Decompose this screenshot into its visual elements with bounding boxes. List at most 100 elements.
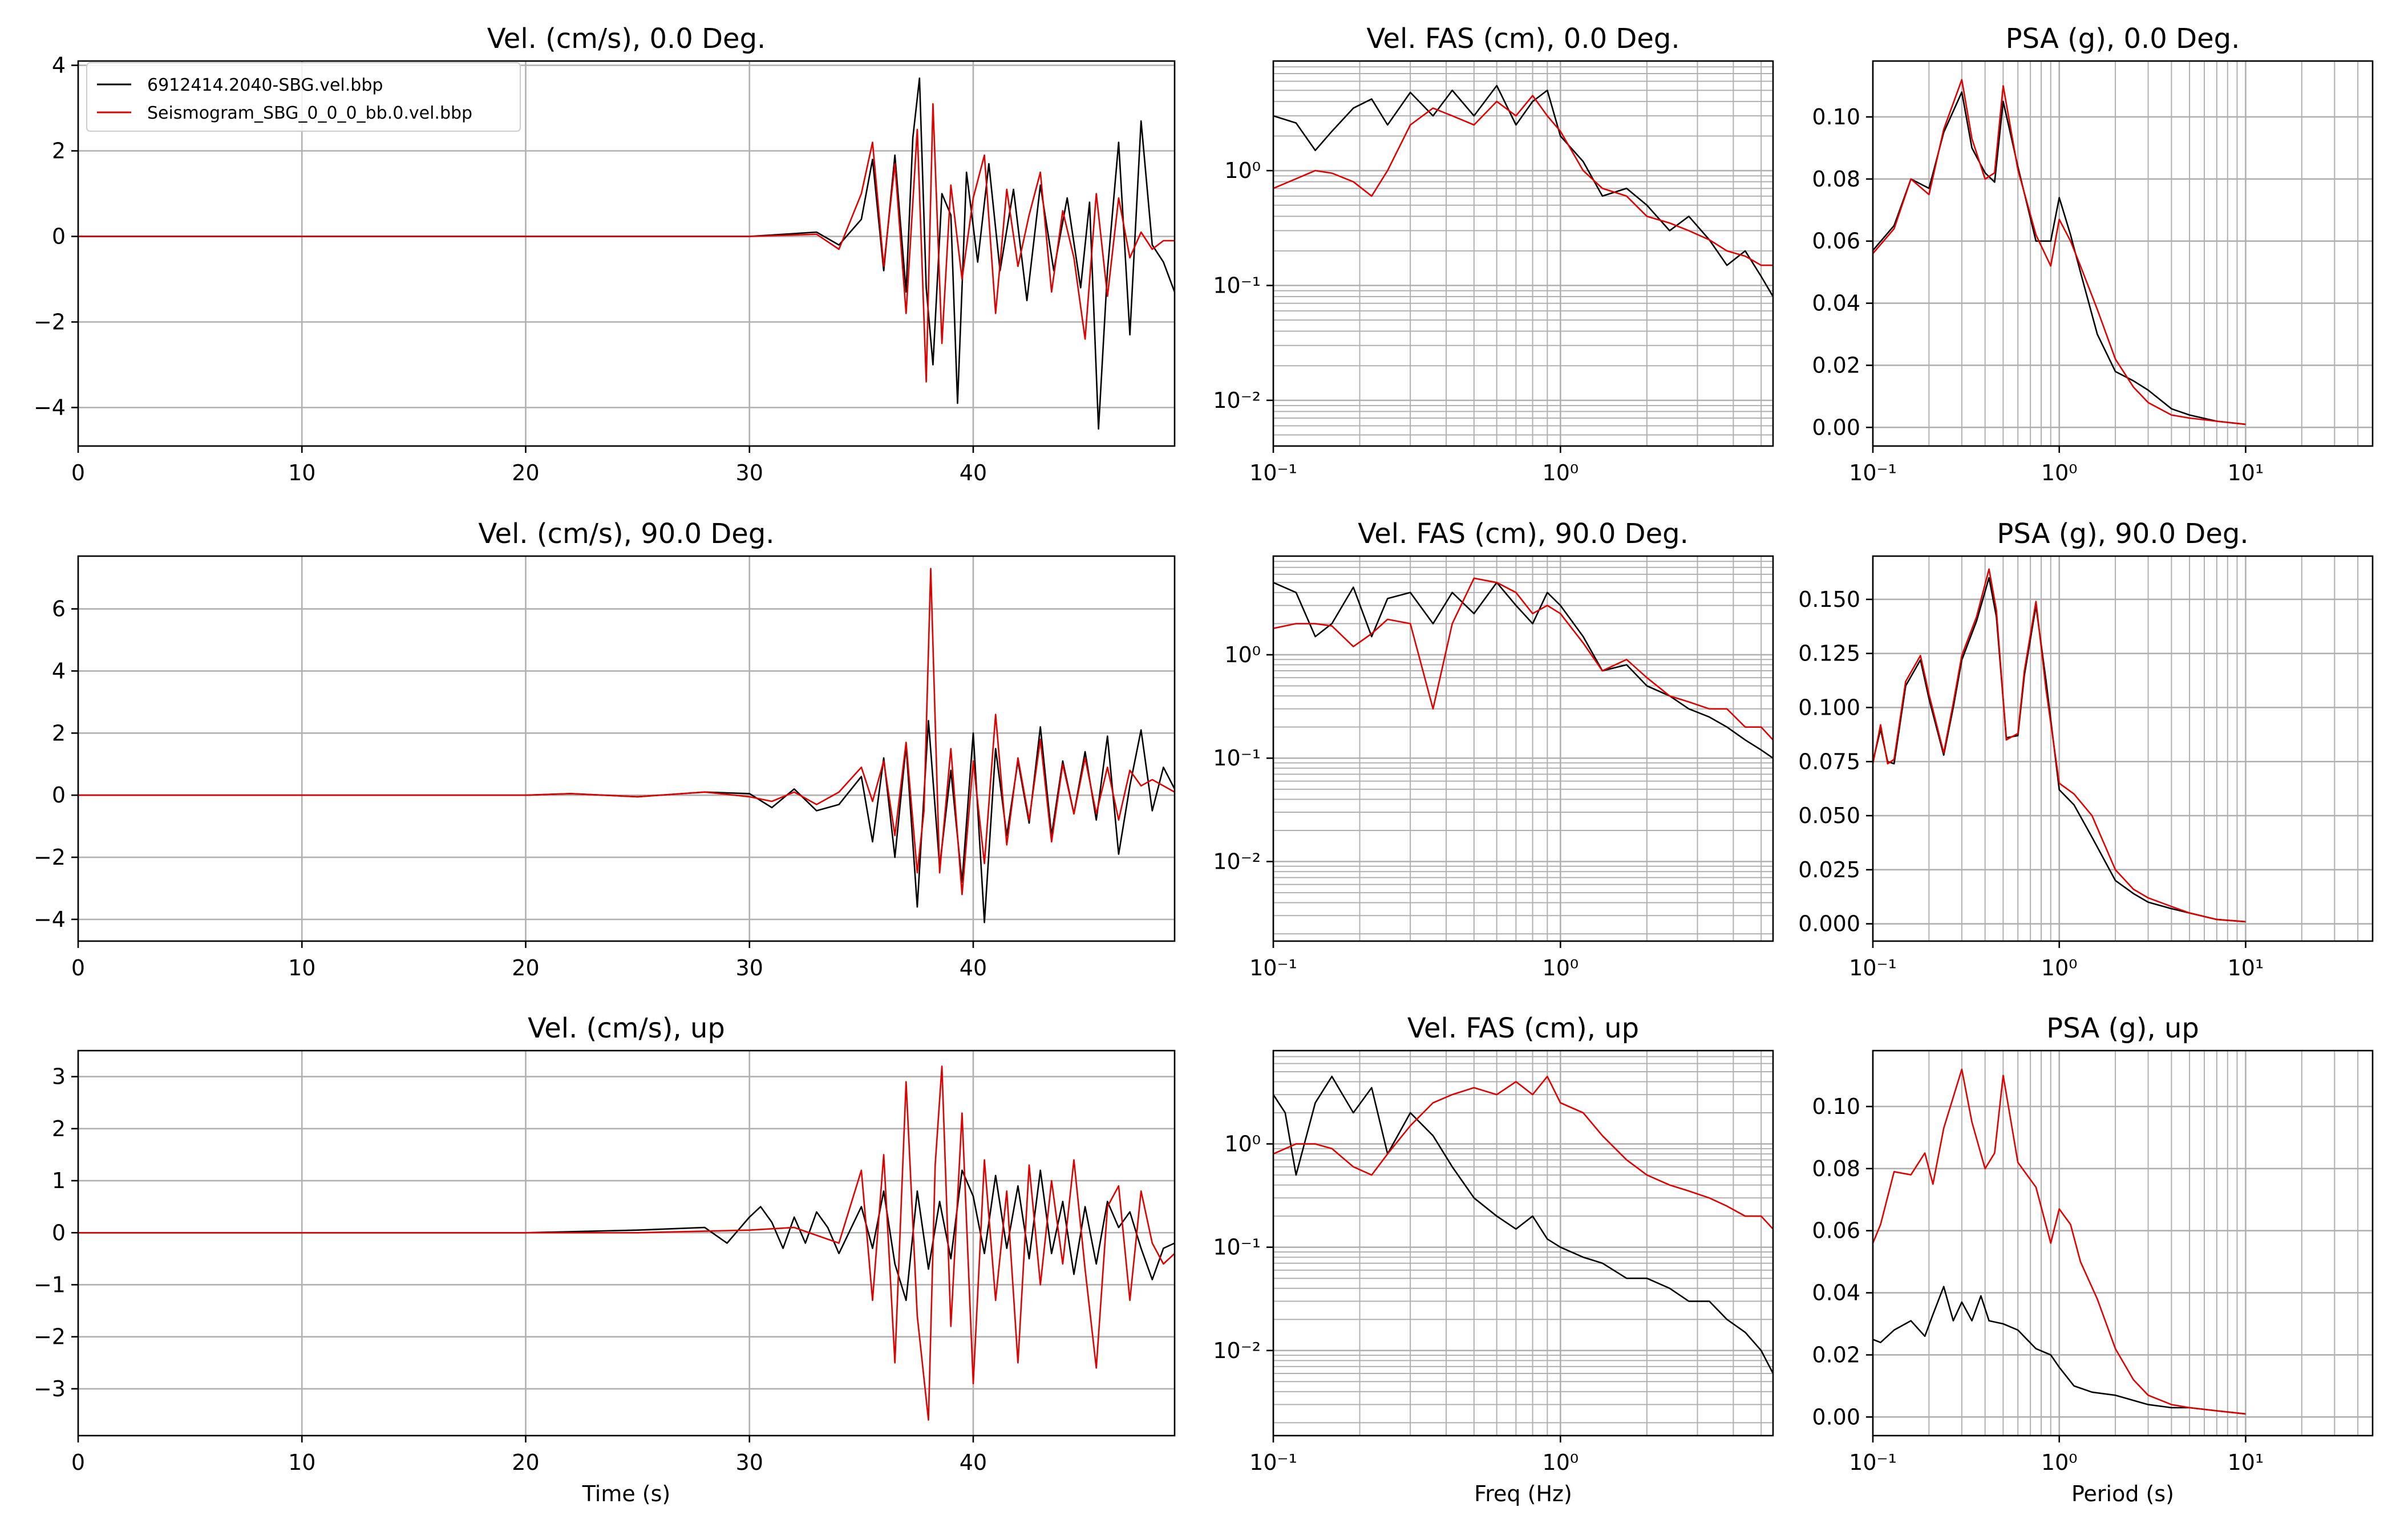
- x-tick-label: 0: [71, 955, 85, 980]
- y-tick-label: 0.075: [1798, 749, 1860, 774]
- minor-gridlines: [1928, 556, 2359, 941]
- x-tick-label: 10⁰: [1543, 955, 1579, 980]
- panels: 0 10 20 30 40 −4 −2 0 2 4 Vel. (cm/s), 0.0 Deg. 10⁻…: [34, 23, 2374, 1506]
- y-tick-label: 0.08: [1812, 167, 1860, 192]
- x-tick-label: 30: [736, 460, 763, 485]
- y-tick-label: 0.00: [1812, 1404, 1860, 1429]
- x-tick-label: 10⁰: [2041, 1450, 2078, 1475]
- y-tick-label: 2: [52, 139, 66, 164]
- y-tick-label: 0.00: [1812, 415, 1860, 440]
- panel-1: 0 10 20 30 40 −4 −2 0 2 4 Vel. (cm/s), 0.0 Deg.: [34, 23, 1176, 485]
- y-tick-label: −3: [34, 1376, 66, 1401]
- y-tick-label: 2: [52, 720, 66, 745]
- series-simulated-line: [78, 568, 1175, 895]
- series-observed-line: [1273, 84, 1773, 297]
- panel-8: 10⁻¹ 10⁰ 10⁻² 10⁻¹ 10⁰ Vel. FAS (cm), up Freq …: [1213, 1012, 1774, 1506]
- x-tick-label: 10⁰: [2041, 460, 2078, 485]
- series-simulated-line: [1273, 1076, 1773, 1230]
- plot-frame: [1272, 1049, 1774, 1437]
- plot-frame: [1272, 555, 1774, 942]
- y-tick-label: 10⁻¹: [1213, 273, 1261, 298]
- y-tick-label: 10⁰: [1224, 642, 1261, 667]
- minor-gridlines: [1928, 61, 2359, 446]
- y-tick-label: 0.08: [1812, 1156, 1860, 1181]
- y-tick-label: −2: [34, 845, 66, 870]
- x-tick-label: 40: [960, 1450, 987, 1475]
- series-observed-line: [1273, 581, 1773, 759]
- y-tick-label: 0.06: [1812, 1218, 1860, 1243]
- y-tick-label: 0.06: [1812, 229, 1860, 254]
- x-tick-label: 40: [960, 955, 987, 980]
- plot-frame: [1872, 1049, 2374, 1437]
- y-tick-label: 2: [52, 1116, 66, 1141]
- y-tick-label: 0.050: [1798, 803, 1860, 828]
- series-simulated-line: [1873, 568, 2246, 923]
- y-tick-label: 0.125: [1798, 641, 1860, 666]
- series-group: [78, 77, 1175, 430]
- series-observed-line: [78, 720, 1175, 923]
- y-tick-label: −1: [34, 1272, 66, 1297]
- y-tick-label: −4: [34, 395, 66, 420]
- y-tick-label: 0.04: [1812, 291, 1860, 316]
- x-tick-label: 10⁰: [2041, 955, 2078, 980]
- x-tick-label: 10⁻¹: [1249, 460, 1297, 485]
- minor-gridlines: [1273, 556, 1773, 941]
- panel-title: Vel. (cm/s), 0.0 Deg.: [487, 23, 766, 55]
- plot-frame: [77, 1049, 1176, 1437]
- x-tick-label: 10: [288, 955, 315, 980]
- plot-frame: [77, 60, 1176, 447]
- panel-title: PSA (g), 0.0 Deg.: [2006, 23, 2240, 55]
- x-tick-label: 10⁻¹: [1249, 955, 1297, 980]
- x-tick-label: 10: [288, 460, 315, 485]
- panel-title: PSA (g), up: [2046, 1012, 2199, 1044]
- panel-title: Vel. FAS (cm), 90.0 Deg.: [1358, 518, 1689, 550]
- y-tick-label: 10⁻²: [1213, 849, 1261, 874]
- y-tick-label: 10⁻¹: [1213, 745, 1261, 771]
- y-tick-label: 3: [52, 1064, 66, 1089]
- x-tick-label: 10⁻¹: [1849, 955, 1897, 980]
- series-simulated-line: [78, 103, 1175, 383]
- major-gridlines: [77, 61, 1175, 446]
- x-tick-label: 10¹: [2228, 1450, 2264, 1475]
- y-tick-label: 10⁻¹: [1213, 1235, 1261, 1260]
- series-observed-line: [1273, 1076, 1773, 1374]
- plot-frame: [1272, 60, 1774, 447]
- x-tick-label: 10⁻¹: [1249, 1450, 1297, 1475]
- panel-7: 0 10 20 30 40 −3 −2 −1 0 1 2 3 Vel. (cm/s), up Time (…: [34, 1012, 1176, 1506]
- y-tick-label: 4: [52, 658, 66, 683]
- series-group: [1873, 568, 2246, 923]
- y-tick-label: 0: [52, 224, 66, 249]
- panel-6: 10⁻¹ 10⁰ 10¹ 0.000 0.025 0.050 0.075 0.100 0.125…: [1798, 518, 2374, 980]
- y-tick-label: −2: [34, 310, 66, 335]
- x-tick-label: 20: [512, 1450, 539, 1475]
- x-axis-label: Time (s): [582, 1481, 671, 1506]
- x-tick-label: 10: [288, 1450, 315, 1475]
- series-simulated-line: [78, 1065, 1175, 1421]
- series-group: [1273, 1076, 1773, 1374]
- series-group: [78, 568, 1175, 923]
- x-tick-label: 20: [512, 955, 539, 980]
- y-tick-label: 0.000: [1798, 911, 1860, 937]
- panel-title: Vel. (cm/s), 90.0 Deg.: [478, 518, 774, 550]
- panel-4: 0 10 20 30 40 −4 −2 0 2 4 6 Vel. (cm/s), 90.0 Deg.: [34, 518, 1176, 980]
- y-tick-label: 0.150: [1798, 587, 1860, 612]
- legend-box: [86, 62, 521, 132]
- series-group: [1873, 1068, 2246, 1415]
- y-tick-label: 0.10: [1812, 104, 1860, 129]
- series-observed-line: [78, 1169, 1175, 1302]
- y-tick-label: 0.025: [1798, 857, 1860, 882]
- panel-2: 10⁻¹ 10⁰ 10⁻² 10⁻¹ 10⁰ Vel. FAS (cm), 0.0 Deg…: [1213, 23, 1774, 485]
- y-tick-label: 10⁻²: [1213, 1338, 1261, 1363]
- plot-frame: [77, 555, 1176, 942]
- y-tick-label: 0.02: [1812, 352, 1860, 378]
- panel-9: 10⁻¹ 10⁰ 10¹ 0.00 0.02 0.04 0.06 0.08 0.10 PSA (g…: [1812, 1012, 2374, 1506]
- y-tick-label: −4: [34, 907, 66, 932]
- series-group: [78, 1065, 1175, 1421]
- panel-3: 10⁻¹ 10⁰ 10¹ 0.00 0.02 0.04 0.06 0.08 0.10 PSA (g…: [1812, 23, 2374, 485]
- y-tick-label: 0.04: [1812, 1280, 1860, 1306]
- y-tick-label: 0.100: [1798, 695, 1860, 720]
- x-tick-label: 10¹: [2228, 460, 2264, 485]
- plot-frame: [1872, 555, 2374, 942]
